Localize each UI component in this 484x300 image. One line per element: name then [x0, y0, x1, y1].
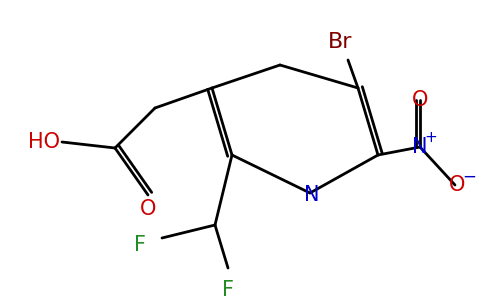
Text: HO: HO	[28, 132, 60, 152]
Text: O: O	[412, 90, 428, 110]
Text: F: F	[134, 235, 146, 255]
Text: Br: Br	[328, 32, 352, 52]
Text: O: O	[140, 199, 156, 219]
Text: −: −	[462, 168, 476, 186]
Text: +: +	[424, 130, 438, 145]
Text: N: N	[412, 137, 428, 157]
Text: O: O	[449, 175, 465, 195]
Text: F: F	[222, 280, 234, 300]
Text: N: N	[304, 185, 320, 205]
